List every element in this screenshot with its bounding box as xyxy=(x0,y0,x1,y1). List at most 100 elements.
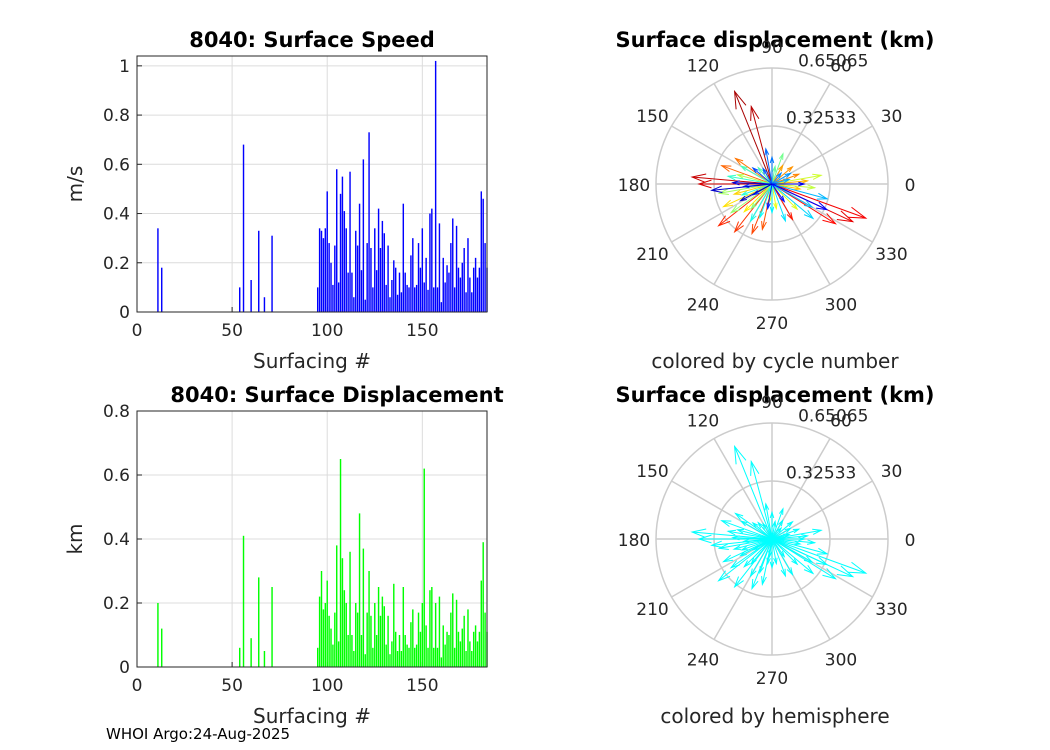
arrow-shaft xyxy=(771,183,828,211)
arrow-head xyxy=(750,202,757,210)
arrow-shaft xyxy=(771,153,784,185)
x-tick-label: 0 xyxy=(132,321,143,341)
bar xyxy=(410,622,412,667)
arrow-head xyxy=(720,165,732,172)
arrow-head xyxy=(766,202,771,211)
bar xyxy=(406,644,408,667)
polar-hemisphere-title: Surface displacement (km) xyxy=(615,383,934,407)
arrow-head xyxy=(780,213,786,223)
bar xyxy=(482,542,484,667)
angle-label: 180 xyxy=(618,531,650,551)
displacement-arrow xyxy=(720,165,773,185)
arrow-head xyxy=(798,536,806,542)
arrow-head xyxy=(783,533,791,539)
bar xyxy=(320,571,323,667)
displacement-arrow xyxy=(717,538,773,582)
displacement-arrow xyxy=(771,164,777,185)
bar xyxy=(423,282,425,312)
arrow-head xyxy=(812,528,823,535)
bar xyxy=(459,277,462,312)
arrow-head xyxy=(750,459,760,476)
bar xyxy=(446,265,448,312)
bar xyxy=(465,292,467,312)
bar xyxy=(337,282,340,312)
bar xyxy=(444,644,446,667)
arrow-head xyxy=(822,213,837,225)
arrow-head xyxy=(786,212,794,221)
angle-label: 90 xyxy=(761,38,783,58)
arrow-shaft xyxy=(737,174,773,185)
arrow-head xyxy=(801,534,810,539)
bar xyxy=(161,267,163,312)
y-tick-label: 0.4 xyxy=(103,205,130,225)
displacement-arrow xyxy=(734,157,773,185)
bar xyxy=(263,651,266,667)
arrow-shaft xyxy=(771,166,793,185)
arrow-shaft xyxy=(740,538,773,557)
bar xyxy=(461,262,463,312)
displacement-arrow xyxy=(771,183,778,211)
arrow-shaft xyxy=(759,538,773,573)
arrow-shaft xyxy=(771,538,777,564)
arrow-shaft xyxy=(734,91,773,185)
bar xyxy=(339,459,342,667)
displacement-arrow xyxy=(771,520,794,540)
bar xyxy=(337,641,340,667)
bar xyxy=(328,243,330,312)
displacement-arrow xyxy=(731,180,773,186)
displacement-arrow xyxy=(769,539,775,570)
arrow-head xyxy=(752,189,760,196)
bar xyxy=(417,243,420,312)
angle-label: 0 xyxy=(905,531,916,551)
angle-label: 240 xyxy=(687,651,719,671)
arrow-shaft xyxy=(771,538,798,565)
arrow-shaft xyxy=(771,538,814,574)
displacement-polar-cycle: Surface displacement (km) colored by cyc… xyxy=(615,28,934,373)
arrow-head xyxy=(836,565,855,578)
arrow-head xyxy=(750,104,760,121)
bar xyxy=(433,287,435,312)
bar xyxy=(404,635,406,667)
arrow-head xyxy=(783,178,791,184)
arrow-head xyxy=(733,221,744,234)
bar xyxy=(474,257,477,312)
bar xyxy=(347,272,349,312)
bar xyxy=(368,571,370,667)
arrow-shaft xyxy=(735,158,773,185)
bar xyxy=(421,228,424,312)
bar xyxy=(391,280,393,312)
arrow-head xyxy=(732,544,742,550)
bar xyxy=(440,657,443,667)
displacement-arrow xyxy=(771,538,778,566)
bar xyxy=(434,60,437,312)
bar xyxy=(347,635,349,667)
bar xyxy=(402,203,405,312)
bar xyxy=(444,282,446,312)
bar xyxy=(330,262,332,312)
displacement-arrow xyxy=(750,459,773,540)
bar xyxy=(450,612,452,667)
displacement-arrow xyxy=(749,538,773,578)
bar xyxy=(345,228,347,312)
displacement-chart-title: 8040: Surface Displacement xyxy=(170,383,503,407)
arrow-head xyxy=(775,171,783,179)
bar xyxy=(336,169,338,312)
bar xyxy=(356,612,359,667)
displacement-arrow xyxy=(771,179,810,185)
arrow-shaft xyxy=(771,180,808,185)
angle-label: 90 xyxy=(761,393,783,413)
bar xyxy=(381,596,384,667)
bar xyxy=(440,302,443,312)
bar xyxy=(453,647,456,667)
polar-hemisphere-caption: colored by hemisphere xyxy=(660,704,889,728)
displacement-arrow xyxy=(733,444,773,540)
arrow-shaft xyxy=(762,168,773,185)
arrow-head xyxy=(720,520,732,527)
displacement-arrow xyxy=(717,183,773,195)
displacement-arrow xyxy=(762,167,773,185)
displacement-arrow xyxy=(690,528,773,540)
radial-label: 0.65065 xyxy=(798,407,868,427)
angle-label: 150 xyxy=(636,462,668,482)
bar xyxy=(410,255,412,312)
bar xyxy=(334,245,336,312)
